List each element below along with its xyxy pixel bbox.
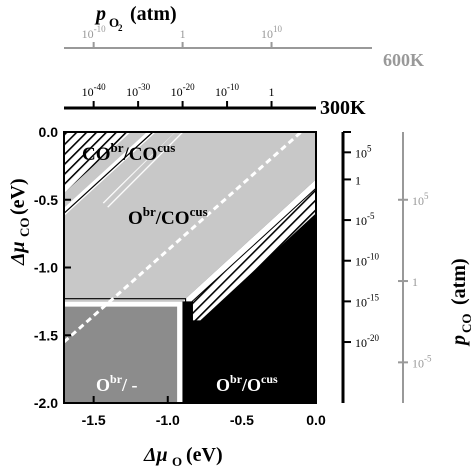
y-tick-label: 0.0 [39, 124, 59, 140]
x-tick-label: -0.5 [230, 412, 254, 428]
x-tick-label: -1.5 [82, 412, 106, 428]
x-label-sub: O [172, 454, 182, 467]
tick-label-right-300K: 10-10 [355, 252, 379, 269]
tick-label-300K: 10-20 [171, 82, 195, 99]
y-tick-label: -0.5 [34, 192, 58, 208]
tick-label-right-600K: 10-5 [412, 353, 432, 370]
boundary-band-upper [64, 132, 156, 217]
y-label-sub: CO [17, 218, 32, 238]
tick-label-600K: 10-10 [82, 24, 106, 41]
pco-title-p: p [448, 335, 470, 347]
y-tick-label: -2.0 [34, 395, 58, 411]
po2-title-unit: (atm) [130, 3, 177, 25]
pco-title-sub: CO [459, 314, 474, 334]
tick-label-600K: 1 [180, 27, 186, 41]
tick-label-300K: 1 [269, 85, 275, 99]
region-hatch-light [102, 132, 186, 208]
region-obr-empty [64, 301, 183, 403]
pco-axis-600K: 105 1 10-5 [398, 132, 432, 403]
tick-label-right-300K: 10-20 [355, 333, 379, 350]
tick-label-right-600K: 105 [412, 191, 429, 208]
po2-axis-title: p O 2 (atm) [94, 3, 177, 33]
x-label-main: Δμ [143, 444, 168, 466]
y-axis-label: Δμ CO (eV) [7, 178, 32, 266]
x-label-unit: (eV) [186, 444, 223, 466]
tick-label-300K: 10-40 [82, 82, 106, 99]
tick-label-300K: 10-10 [215, 82, 239, 99]
region-hatch-top [64, 132, 131, 193]
dashed-line [63, 130, 303, 344]
tick-label-600K: 1010 [261, 24, 283, 41]
y-tick-label: -1.0 [34, 260, 58, 276]
region-label-Obr_empty: Obr/ - [96, 372, 138, 395]
region-label-Obr_COcus: Obr/COcus [128, 204, 208, 229]
x-tick-label: -1.0 [156, 412, 180, 428]
label-300K: 300K [320, 97, 366, 119]
x-tick-label: 0.0 [306, 412, 326, 428]
plot-regions [63, 130, 316, 403]
po2-title-p: p [94, 3, 106, 25]
pco-axis-title: p CO (atm) [448, 258, 474, 347]
po2-axis-300K: 10-40 10-30 10-20 10-10 1 [64, 82, 316, 110]
region-labels: CObr/COcus Obr/COcus Obr/ - Obr/Ocus [82, 140, 278, 395]
tick-label-300K: 10-30 [126, 82, 150, 99]
boundary-L [64, 301, 183, 403]
y-label-main: Δμ [7, 241, 29, 266]
boundary-co-br [63, 131, 154, 214]
main-axes: -1.5 -1.0 -0.5 0.0 0.0 -0.5 -1.0 -1.5 -2.0 [34, 124, 326, 428]
y-tick-label: -1.5 [34, 327, 58, 343]
region-label-COcus_br: CObr/COcus [82, 140, 175, 165]
tick-label-right-600K: 1 [412, 275, 418, 289]
boundary-band-right [182, 179, 316, 302]
po2-title-sub: O [109, 15, 119, 30]
pco-axis-300K: 105 1 10-5 10-10 10-15 10-20 [341, 131, 379, 403]
po2-axis-600K: 10-10 1 1010 [64, 24, 372, 49]
tick-label-right-300K: 10-5 [355, 211, 375, 228]
tick-label-right-300K: 1 [355, 173, 361, 187]
region-label-Obr_Ocus: Obr/Ocus [216, 372, 278, 395]
po2-title-subsub: 2 [118, 23, 123, 33]
pco-title-unit: (atm) [448, 258, 470, 305]
boundary-L-line [64, 298, 187, 403]
tick-label-right-300K: 105 [355, 143, 372, 160]
y-label-unit: (eV) [7, 178, 29, 215]
tick-label-right-300K: 10-15 [355, 292, 379, 309]
region-hatch-right [192, 188, 316, 321]
x-axis-label: Δμ O (eV) [143, 444, 223, 467]
label-600K: 600K [383, 50, 424, 70]
